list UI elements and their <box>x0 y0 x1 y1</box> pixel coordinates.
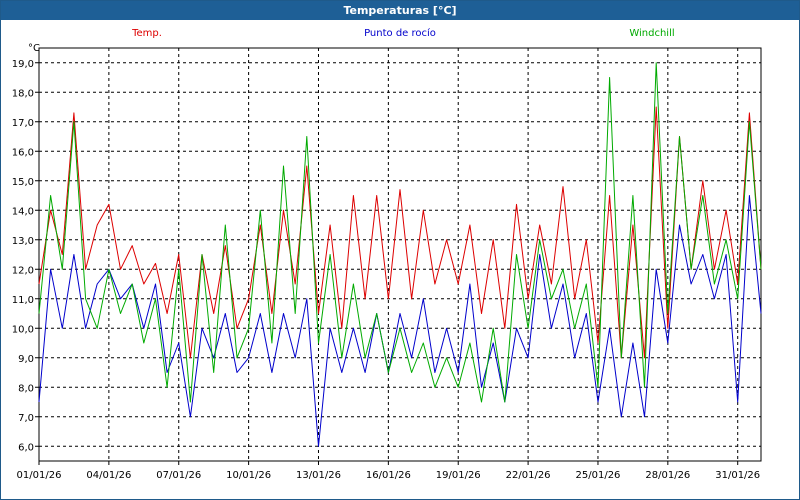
x-tick-label: 25/01/26 <box>576 470 621 481</box>
y-tick-label: 11,0 <box>12 295 34 306</box>
x-tick-label: 31/01/26 <box>715 470 760 481</box>
y-tick-label: 13,0 <box>12 236 34 247</box>
x-tick-label: 01/01/26 <box>17 470 62 481</box>
y-tick-label: 18,0 <box>12 88 34 99</box>
y-tick-label: 16,0 <box>12 147 34 158</box>
legend-entry: Temp. <box>131 28 162 39</box>
legend-entry: Windchill <box>629 28 674 39</box>
y-tick-label: 9,0 <box>18 354 34 365</box>
x-tick-label: 22/01/26 <box>506 470 551 481</box>
x-tick-label: 16/01/26 <box>366 470 411 481</box>
x-tick-label: 13/01/26 <box>296 470 341 481</box>
y-tick-label: 12,0 <box>12 265 34 276</box>
x-tick-label: 07/01/26 <box>156 470 201 481</box>
y-tick-label: 14,0 <box>12 206 34 217</box>
x-tick-label: 28/01/26 <box>645 470 690 481</box>
x-tick-label: 19/01/26 <box>436 470 481 481</box>
y-tick-label: 19,0 <box>12 59 34 70</box>
axes: 6,0 7,0 8,0 9,0 10,0 11,0 12,0 13,0 14,0 15,0 16,0… <box>12 59 760 481</box>
y-tick-label: 17,0 <box>12 118 34 129</box>
y-tick-label: 8,0 <box>18 383 34 394</box>
series-line-0 <box>38 106 762 359</box>
y-tick-label: 15,0 <box>12 177 34 188</box>
legend-entry: Punto de rocío <box>364 27 436 39</box>
x-tick-label: 10/01/26 <box>226 470 271 481</box>
grid-lines <box>39 48 761 461</box>
series-line-2 <box>38 62 762 403</box>
y-tick-label: 7,0 <box>18 413 34 424</box>
x-tick-label: 04/01/26 <box>86 470 131 481</box>
y-axis-label: °C <box>28 43 40 54</box>
legend: Temp. Punto de rocío Windchill <box>131 27 675 39</box>
y-tick-label: 6,0 <box>18 442 34 453</box>
series-lines <box>38 62 762 447</box>
y-tick-label: 10,0 <box>12 324 34 335</box>
series-line-1 <box>38 195 762 447</box>
plot-area <box>38 47 762 462</box>
chart-title: Temperaturas [°C] <box>1 1 799 20</box>
